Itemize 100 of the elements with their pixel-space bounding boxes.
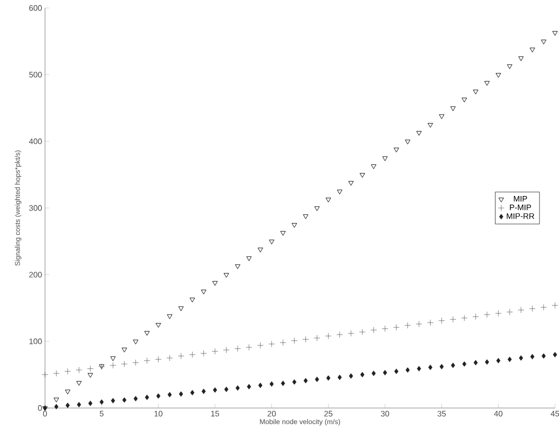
point xyxy=(302,336,309,343)
point xyxy=(234,345,241,352)
point xyxy=(507,64,512,70)
point xyxy=(359,328,366,336)
point xyxy=(88,400,92,406)
point xyxy=(178,306,184,312)
point xyxy=(88,373,93,378)
point xyxy=(212,348,218,355)
point xyxy=(440,364,444,370)
point xyxy=(428,123,433,128)
point xyxy=(270,381,274,387)
point xyxy=(54,404,58,410)
point xyxy=(484,81,490,86)
point xyxy=(190,298,195,302)
point xyxy=(166,354,173,362)
point xyxy=(542,353,546,359)
point xyxy=(484,359,490,365)
point xyxy=(518,306,524,314)
point xyxy=(530,354,534,360)
point xyxy=(224,386,228,392)
point xyxy=(382,325,388,332)
point xyxy=(360,372,364,378)
point xyxy=(496,358,500,364)
point xyxy=(110,362,116,369)
point xyxy=(269,240,274,244)
point xyxy=(246,256,252,262)
point xyxy=(450,362,456,368)
point xyxy=(338,374,342,380)
point xyxy=(541,40,546,44)
point xyxy=(518,56,524,62)
point xyxy=(144,357,150,364)
point xyxy=(484,311,490,318)
point xyxy=(268,340,275,348)
point xyxy=(438,317,445,324)
point xyxy=(246,344,252,351)
point xyxy=(382,156,388,162)
point xyxy=(462,98,467,102)
point xyxy=(326,198,331,202)
point xyxy=(280,380,286,386)
point xyxy=(168,392,172,398)
point xyxy=(552,31,558,36)
point xyxy=(439,114,444,120)
point xyxy=(167,314,172,320)
point xyxy=(427,319,434,326)
point xyxy=(110,398,116,404)
point xyxy=(224,273,229,278)
point xyxy=(450,316,456,323)
point xyxy=(472,313,479,320)
point xyxy=(552,352,558,358)
point xyxy=(258,248,263,252)
point xyxy=(348,181,354,186)
point xyxy=(394,148,399,152)
point xyxy=(133,340,138,344)
point xyxy=(65,390,70,394)
point xyxy=(428,364,432,370)
point xyxy=(325,332,332,340)
point xyxy=(406,367,410,373)
point xyxy=(518,355,524,361)
point xyxy=(132,359,139,366)
point xyxy=(292,223,297,228)
point xyxy=(461,314,468,322)
point xyxy=(529,305,536,312)
point xyxy=(370,326,377,334)
point xyxy=(416,366,422,372)
point xyxy=(178,352,184,360)
point xyxy=(280,231,286,236)
point xyxy=(280,339,286,346)
point xyxy=(121,360,128,368)
point xyxy=(304,378,308,384)
point xyxy=(496,73,501,78)
point xyxy=(336,331,343,338)
point xyxy=(155,356,162,363)
point xyxy=(337,190,342,194)
point xyxy=(405,140,410,144)
point xyxy=(134,396,138,402)
point xyxy=(223,346,230,354)
point xyxy=(258,382,262,388)
point xyxy=(372,370,376,376)
point xyxy=(178,391,184,397)
point xyxy=(348,330,354,337)
point xyxy=(64,368,71,375)
point xyxy=(416,131,422,136)
point xyxy=(76,366,82,374)
point xyxy=(360,173,365,178)
point xyxy=(122,397,126,403)
point xyxy=(53,370,60,377)
point xyxy=(202,388,206,394)
point xyxy=(200,350,207,357)
point xyxy=(66,402,70,408)
point xyxy=(382,370,388,376)
point xyxy=(201,290,206,294)
point xyxy=(156,323,161,328)
point xyxy=(212,387,218,393)
point xyxy=(144,331,150,336)
point xyxy=(450,106,456,112)
point xyxy=(76,381,82,386)
point xyxy=(508,356,512,362)
point xyxy=(212,281,218,286)
point xyxy=(291,337,298,344)
point xyxy=(236,385,240,391)
